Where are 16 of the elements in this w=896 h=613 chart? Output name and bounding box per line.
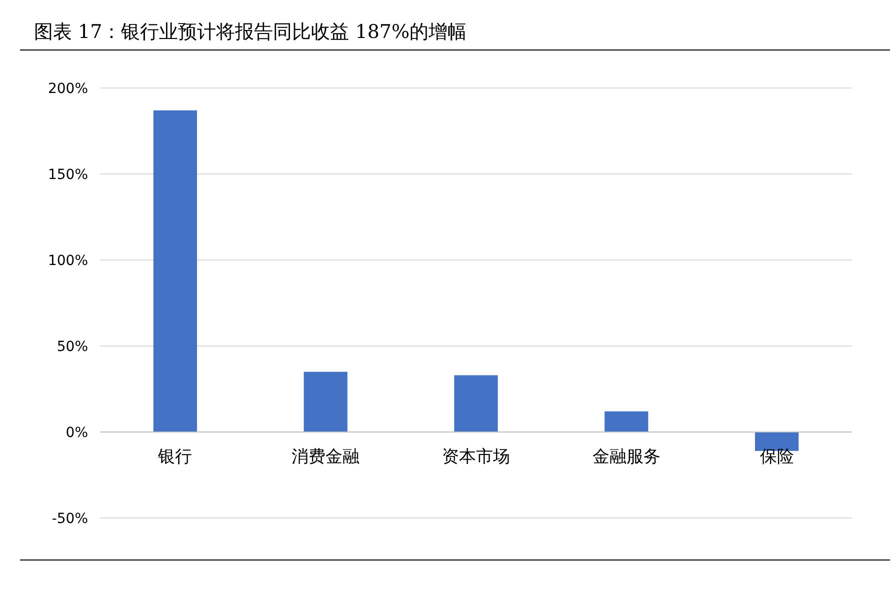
y-tick-label: 0% bbox=[66, 425, 88, 441]
y-tick-label: 150% bbox=[48, 167, 88, 183]
x-tick-label: 保险 bbox=[760, 447, 794, 467]
y-tick-label: -50% bbox=[52, 511, 88, 527]
y-tick-label: 200% bbox=[48, 81, 88, 97]
x-tick-label: 银行 bbox=[157, 447, 192, 467]
y-tick-label: 100% bbox=[48, 253, 88, 269]
x-tick-label: 资本市场 bbox=[442, 447, 510, 467]
bar bbox=[604, 411, 648, 432]
bar bbox=[304, 372, 348, 432]
chart-title: 图表 17：银行业预计将报告同比收益 187%的增幅 bbox=[34, 21, 467, 43]
bar bbox=[454, 375, 498, 432]
bar bbox=[153, 110, 198, 432]
x-tick-label: 金融服务 bbox=[592, 447, 660, 467]
x-tick-label: 消费金融 bbox=[292, 447, 360, 467]
y-tick-label: 50% bbox=[56, 339, 88, 355]
